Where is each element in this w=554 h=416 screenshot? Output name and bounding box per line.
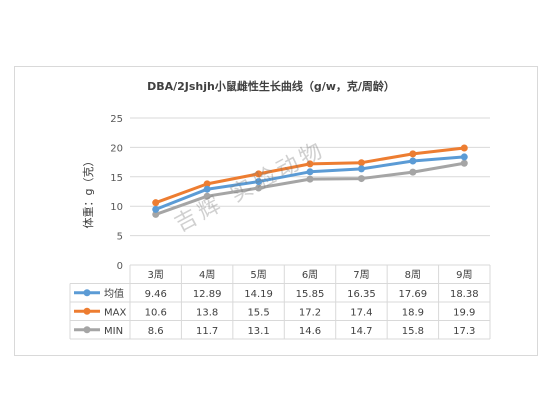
data-point <box>460 159 468 167</box>
legend-key-marker <box>83 326 91 334</box>
data-point <box>203 180 211 188</box>
y-tick-label: 0 <box>117 261 123 272</box>
table-cell-value: 17.4 <box>350 307 372 318</box>
table-cell-value: 12.89 <box>193 289 222 300</box>
x-category-label: 9周 <box>456 269 472 281</box>
data-point <box>460 153 468 161</box>
y-tick-label: 20 <box>110 143 123 154</box>
data-point <box>255 170 263 178</box>
table-cell-value: 15.8 <box>402 326 424 337</box>
table-cell-value: 16.35 <box>347 289 376 300</box>
data-point <box>306 175 314 183</box>
table-cell-value: 9.46 <box>145 289 167 300</box>
x-category-label: 7周 <box>353 269 369 281</box>
y-tick-label: 10 <box>110 202 123 213</box>
x-category-label: 6周 <box>302 269 318 281</box>
data-point <box>306 160 314 168</box>
table-cell-value: 17.69 <box>399 289 428 300</box>
x-category-label: 3周 <box>148 269 164 281</box>
legend-series-name: 均值 <box>104 287 124 300</box>
data-point <box>306 168 314 176</box>
table-cell-value: 18.38 <box>450 289 479 300</box>
table-cell-value: 15.85 <box>296 289 325 300</box>
table-cell-value: 18.9 <box>402 307 424 318</box>
table-cell-value: 17.2 <box>299 307 321 318</box>
data-point <box>203 192 211 200</box>
chart-frame <box>14 66 538 356</box>
x-category-label: 4周 <box>199 269 215 281</box>
data-point <box>152 205 160 213</box>
table-cell-value: 14.6 <box>299 326 321 337</box>
data-point <box>409 168 417 176</box>
data-point <box>152 199 160 207</box>
table-cell-value: 13.1 <box>247 326 269 337</box>
data-point <box>357 165 365 173</box>
data-point <box>409 150 417 158</box>
data-point <box>357 175 365 183</box>
data-point <box>255 184 263 192</box>
table-cell-value: 10.6 <box>145 307 167 318</box>
table-cell-value: 19.9 <box>453 307 475 318</box>
table-cell-value: 17.3 <box>453 326 475 337</box>
legend-series-name: MIN <box>104 326 123 337</box>
table-cell-value: 14.19 <box>244 289 273 300</box>
table-cell-value: 15.5 <box>247 307 269 318</box>
y-axis-label: 体重：g（克） <box>81 156 95 229</box>
table-cell-value: 8.6 <box>148 326 164 337</box>
data-point <box>357 159 365 167</box>
data-point <box>255 178 263 186</box>
table-cell-value: 11.7 <box>196 326 218 337</box>
x-category-label: 5周 <box>250 269 266 281</box>
legend-key-marker <box>83 307 91 315</box>
data-point <box>460 144 468 152</box>
table-cell-value: 14.7 <box>350 326 372 337</box>
y-tick-label: 5 <box>117 232 123 243</box>
y-tick-label: 15 <box>110 173 123 184</box>
legend-key-marker <box>83 289 91 297</box>
table-cell-value: 13.8 <box>196 307 218 318</box>
data-point <box>152 210 160 218</box>
data-point <box>203 185 211 193</box>
legend-series-name: MAX <box>104 307 126 318</box>
chart-title: DBA/2Jshjh小鼠雌性生长曲线（g/w，克/周龄） <box>147 79 395 93</box>
y-tick-label: 25 <box>110 114 123 125</box>
data-point <box>409 157 417 165</box>
x-category-label: 8周 <box>405 269 421 281</box>
